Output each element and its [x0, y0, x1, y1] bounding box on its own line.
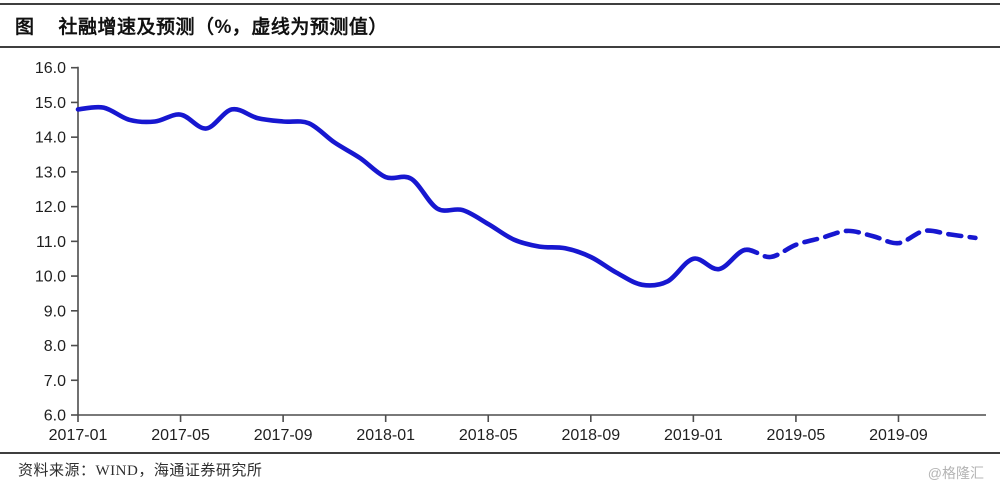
figure-label: 图 — [15, 17, 35, 38]
y-tick-label: 9.0 — [44, 303, 66, 320]
y-tick-label: 16.0 — [35, 60, 66, 77]
title-underline-rule — [0, 46, 1000, 48]
y-tick-label: 8.0 — [44, 338, 66, 355]
y-tick-label: 15.0 — [35, 95, 66, 112]
y-tick-label: 7.0 — [44, 373, 66, 390]
series-line-dashed — [742, 228, 978, 260]
x-tick-label: 2019-05 — [767, 427, 826, 444]
watermark: @格隆汇 — [927, 465, 984, 481]
x-tick-label: 2019-01 — [664, 427, 723, 444]
y-tick-label: 14.0 — [35, 130, 66, 147]
y-tick-label: 6.0 — [44, 408, 66, 425]
x-tick-label: 2019-09 — [869, 427, 928, 444]
y-tick-label: 11.0 — [36, 234, 66, 251]
series-line-solid — [75, 104, 747, 288]
x-tick-label: 2017-05 — [151, 427, 210, 444]
y-tick-label: 12.0 — [35, 199, 66, 216]
footer-rule — [0, 452, 1000, 454]
y-tick-label: 13.0 — [35, 164, 66, 181]
x-tick-label: 2018-09 — [561, 427, 620, 444]
x-tick-label: 2017-09 — [254, 427, 313, 444]
x-tick-label: 2018-05 — [459, 427, 518, 444]
source-note: 资料来源：WIND，海通证券研究所 — [18, 463, 263, 479]
y-tick-label: 10.0 — [35, 269, 66, 286]
top-rule — [0, 3, 1000, 5]
x-tick-label: 2018-01 — [356, 427, 415, 444]
x-tick-label: 2017-01 — [49, 427, 108, 444]
chart-title-text: 社融增速及预测（%，虚线为预测值） — [58, 17, 388, 38]
chart-title: 图 社融增速及预测（%，虚线为预测值） — [15, 12, 388, 39]
